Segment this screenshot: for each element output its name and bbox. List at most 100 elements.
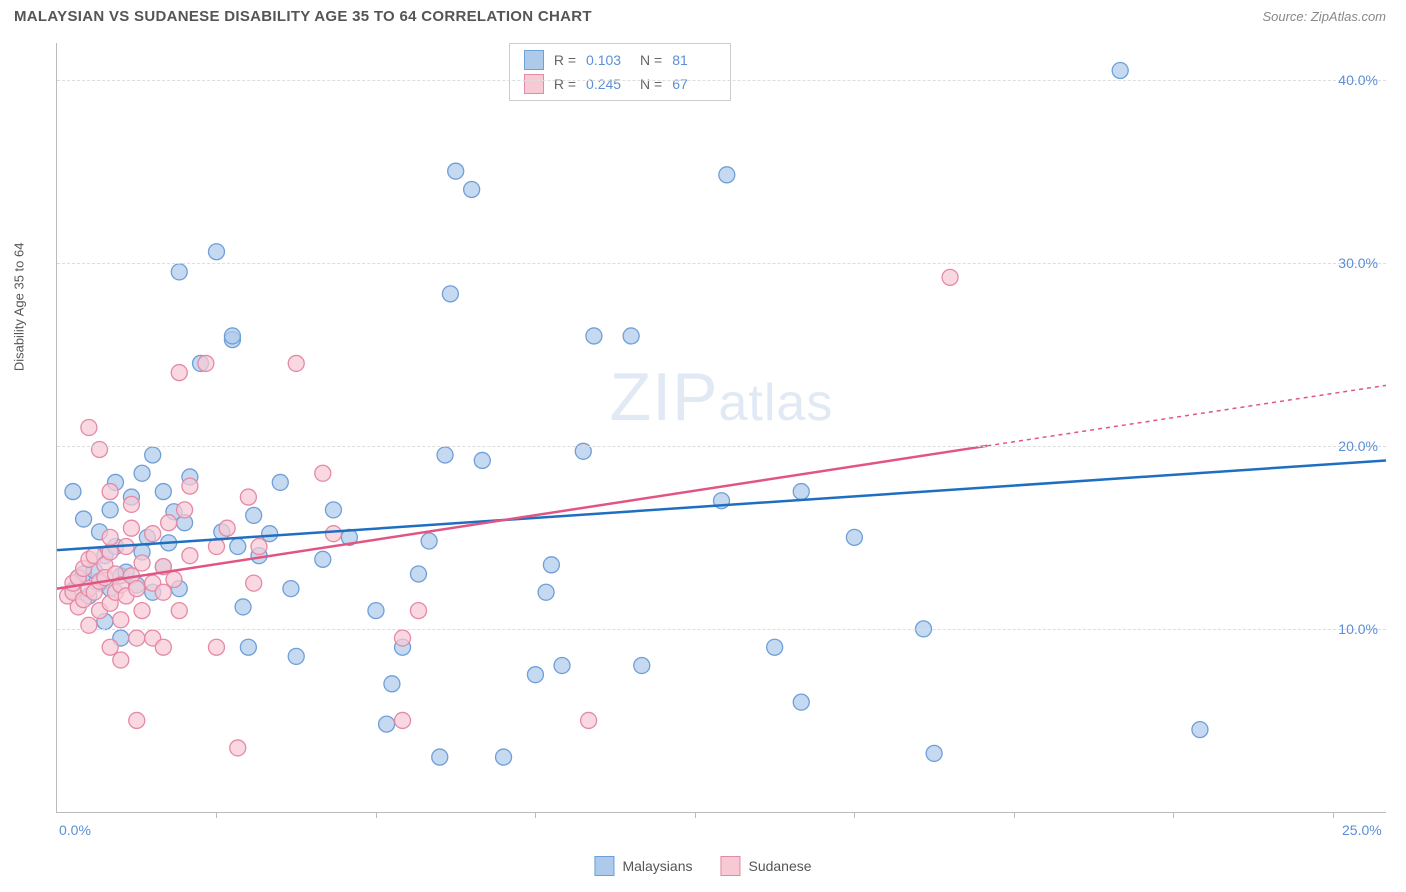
data-point (171, 603, 187, 619)
x-tick-label: 0.0% (59, 822, 91, 838)
data-point (448, 163, 464, 179)
legend-item: Malaysians (594, 856, 692, 876)
data-point (155, 639, 171, 655)
data-point (527, 667, 543, 683)
data-point (554, 658, 570, 674)
data-point (102, 529, 118, 545)
data-point (102, 484, 118, 500)
data-point (437, 447, 453, 463)
data-point (246, 575, 262, 591)
y-tick-label: 30.0% (1338, 255, 1378, 271)
data-point (102, 502, 118, 518)
data-point (134, 465, 150, 481)
data-point (129, 712, 145, 728)
legend-item: Sudanese (720, 856, 811, 876)
stat-R-label: R = (554, 52, 576, 68)
x-tick-mark (1173, 812, 1174, 818)
data-point (123, 520, 139, 536)
data-point (395, 630, 411, 646)
data-point (134, 555, 150, 571)
data-point (767, 639, 783, 655)
trend-line (57, 446, 987, 589)
data-point (251, 539, 267, 555)
data-point (155, 584, 171, 600)
data-point (262, 526, 278, 542)
data-point (719, 167, 735, 183)
trend-line-extrapolated (987, 385, 1386, 445)
data-point (432, 749, 448, 765)
data-point (325, 502, 341, 518)
data-point (288, 648, 304, 664)
data-point (155, 484, 171, 500)
data-point (368, 603, 384, 619)
data-point (113, 652, 129, 668)
data-point (224, 328, 240, 344)
data-point (1192, 722, 1208, 738)
data-point (634, 658, 650, 674)
stats-row: R =0.103N =81 (510, 48, 730, 72)
data-point (230, 539, 246, 555)
y-tick-label: 10.0% (1338, 621, 1378, 637)
data-point (76, 511, 92, 527)
data-point (219, 520, 235, 536)
y-tick-label: 20.0% (1338, 438, 1378, 454)
legend-label: Malaysians (622, 858, 692, 874)
x-tick-mark (535, 812, 536, 818)
x-tick-mark (854, 812, 855, 818)
data-point (793, 484, 809, 500)
legend-swatch (594, 856, 614, 876)
scatter-chart: Disability Age 35 to 64 ZIPatlas R =0.10… (56, 43, 1386, 813)
data-point (230, 740, 246, 756)
data-point (1112, 62, 1128, 78)
data-point (177, 502, 193, 518)
stat-N-label: N = (640, 52, 662, 68)
data-point (474, 452, 490, 468)
data-point (793, 694, 809, 710)
series-swatch (524, 74, 544, 94)
x-tick-mark (1333, 812, 1334, 818)
data-point (134, 603, 150, 619)
y-axis-label: Disability Age 35 to 64 (12, 242, 27, 371)
data-point (145, 526, 161, 542)
x-tick-mark (1014, 812, 1015, 818)
data-point (543, 557, 559, 573)
data-point (942, 269, 958, 285)
stat-R-label: R = (554, 76, 576, 92)
data-point (208, 244, 224, 260)
y-tick-label: 40.0% (1338, 72, 1378, 88)
data-point (246, 507, 262, 523)
data-point (208, 639, 224, 655)
x-tick-mark (216, 812, 217, 818)
data-point (288, 355, 304, 371)
gridline (57, 80, 1386, 81)
gridline (57, 446, 1386, 447)
data-point (315, 465, 331, 481)
series-swatch (524, 50, 544, 70)
data-point (240, 639, 256, 655)
stat-N-value: 67 (672, 76, 716, 92)
data-point (198, 355, 214, 371)
data-point (145, 447, 161, 463)
data-point (92, 441, 108, 457)
stats-row: R =0.245N =67 (510, 72, 730, 96)
legend: Malaysians Sudanese (594, 856, 811, 876)
gridline (57, 629, 1386, 630)
data-point (171, 264, 187, 280)
data-point (538, 584, 554, 600)
stat-R-value: 0.245 (586, 76, 630, 92)
correlation-stats-box: R =0.103N =81R =0.245N =67 (509, 43, 731, 101)
data-point (182, 548, 198, 564)
data-point (182, 478, 198, 494)
data-point (272, 474, 288, 490)
gridline (57, 263, 1386, 264)
data-point (442, 286, 458, 302)
data-point (395, 712, 411, 728)
data-point (421, 533, 437, 549)
data-point (129, 630, 145, 646)
data-point (102, 639, 118, 655)
data-point (384, 676, 400, 692)
data-point (581, 712, 597, 728)
x-tick-mark (376, 812, 377, 818)
data-point (623, 328, 639, 344)
data-point (325, 526, 341, 542)
